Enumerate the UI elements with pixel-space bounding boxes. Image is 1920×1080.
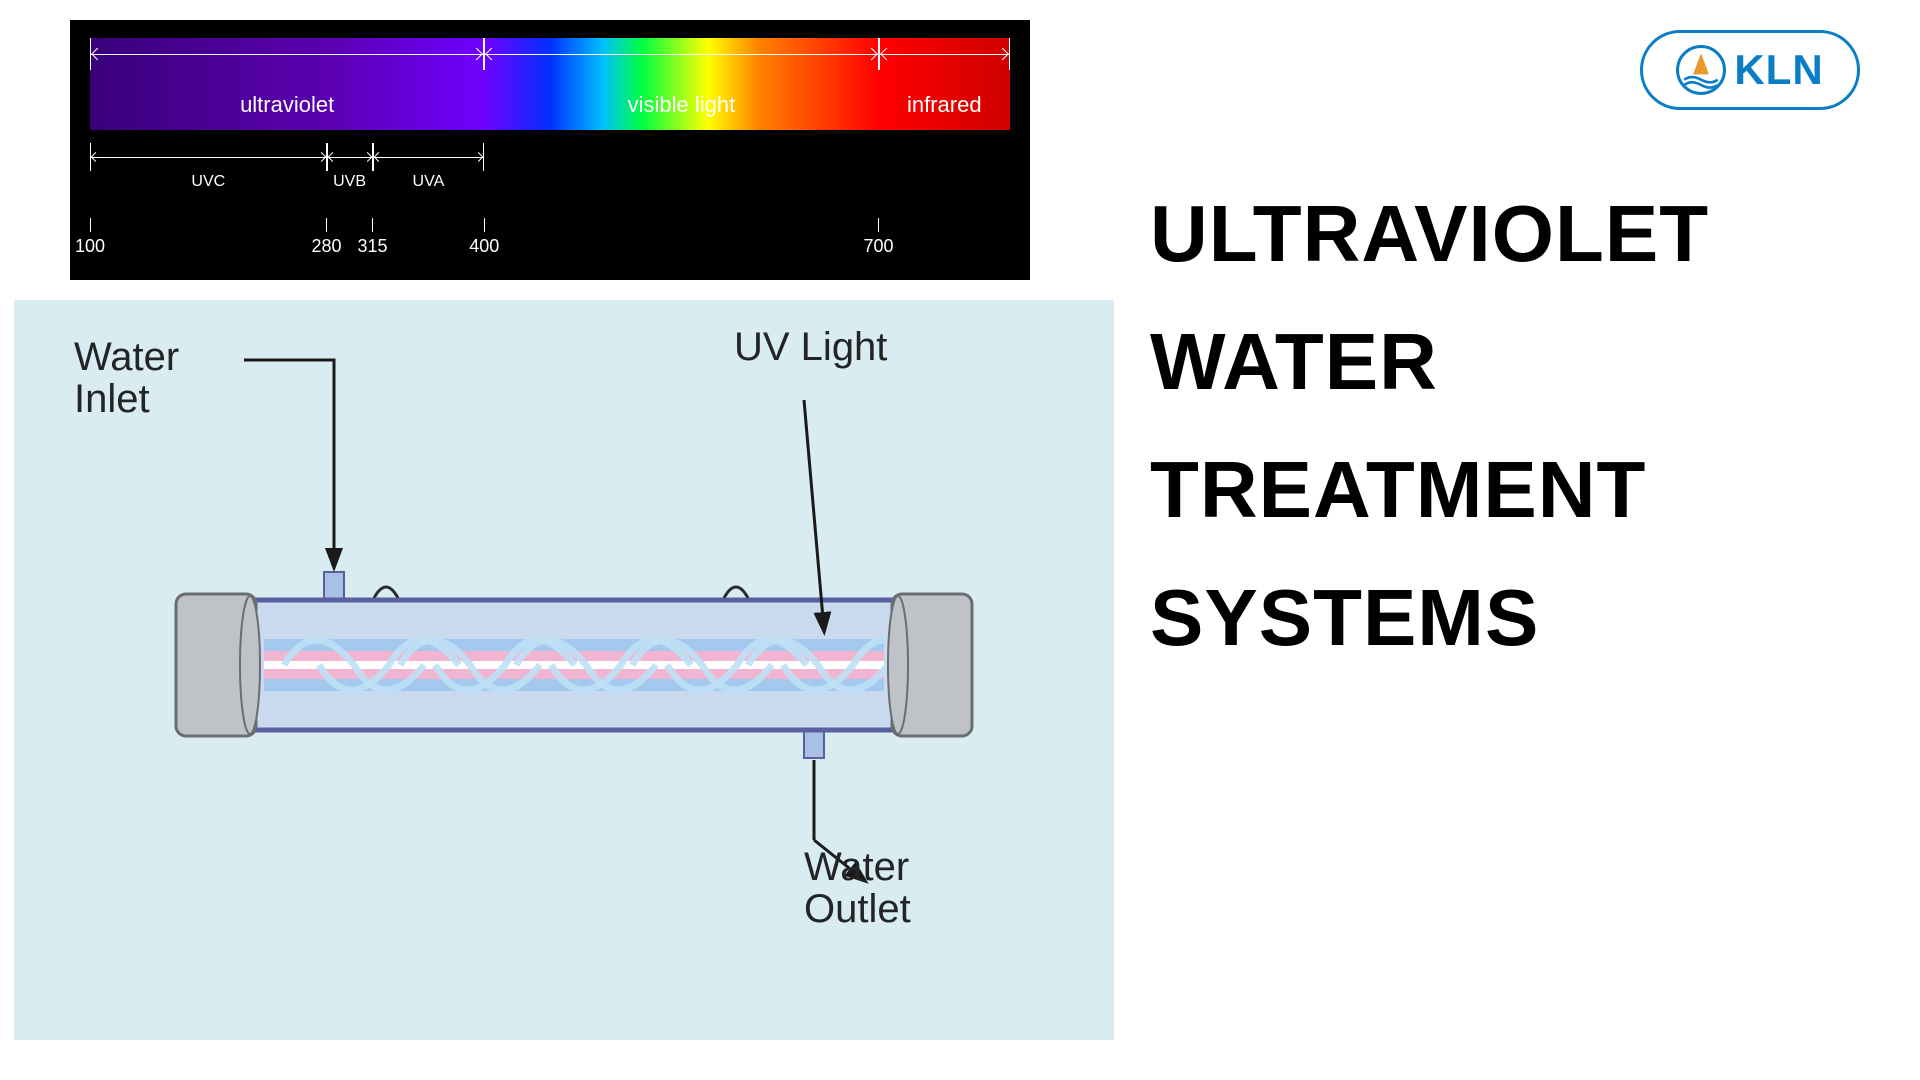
chamber-end-cap-face (240, 596, 260, 734)
brand-logo: KLN (1640, 30, 1860, 110)
spectrum-band: infrared (879, 38, 1010, 70)
spectrum-band-label: ultraviolet (240, 92, 334, 118)
spectrum-ticks: 100280315400700 (90, 218, 1010, 258)
chamber-end-cap-face (888, 596, 908, 734)
spectrum-tick: 280 (312, 218, 342, 257)
spectrum-band-label: infrared (907, 92, 982, 118)
spectrum-tick-label: 315 (358, 236, 388, 257)
spectrum-sub-band-label: UVB (333, 173, 366, 191)
page-title: ULTRAVIOLET WATER TREATMENT SYSTEMS (1150, 170, 1850, 682)
brand-logo-text: KLN (1734, 46, 1823, 94)
spectrum-sub-band-label: UVA (413, 173, 445, 191)
spectrum-band: ultraviolet (90, 38, 484, 70)
spectrum-sub-band: UVB (327, 143, 373, 171)
spectrum-tick: 315 (358, 218, 388, 257)
spectrum-tick-label: 400 (469, 236, 499, 257)
spectrum-top-bands: ultravioletvisible lightinfrared (90, 38, 1010, 78)
spectrum-tick: 100 (75, 218, 105, 257)
spectrum-sub-band: UVC (90, 143, 327, 171)
diagram-label: UV Light (734, 325, 887, 369)
spectrum-tick-label: 280 (312, 236, 342, 257)
spectrum-diagram: ultravioletvisible lightinfrared UVCUVBU… (70, 20, 1030, 280)
spectrum-tick: 400 (469, 218, 499, 257)
spectrum-tick: 700 (864, 218, 894, 257)
diagram-label: WaterOutlet (804, 845, 911, 931)
spectrum-tick-label: 700 (864, 236, 894, 257)
spectrum-band-label: visible light (628, 92, 736, 118)
uv-chamber-diagram: WaterInletUV LightWaterOutlet (14, 300, 1114, 1040)
brand-logo-icon (1676, 45, 1726, 95)
spectrum-sub-band: UVA (373, 143, 485, 171)
spectrum-tick-label: 100 (75, 236, 105, 257)
spectrum-band: visible light (484, 38, 878, 70)
spectrum-sub-band-label: UVC (191, 173, 225, 191)
